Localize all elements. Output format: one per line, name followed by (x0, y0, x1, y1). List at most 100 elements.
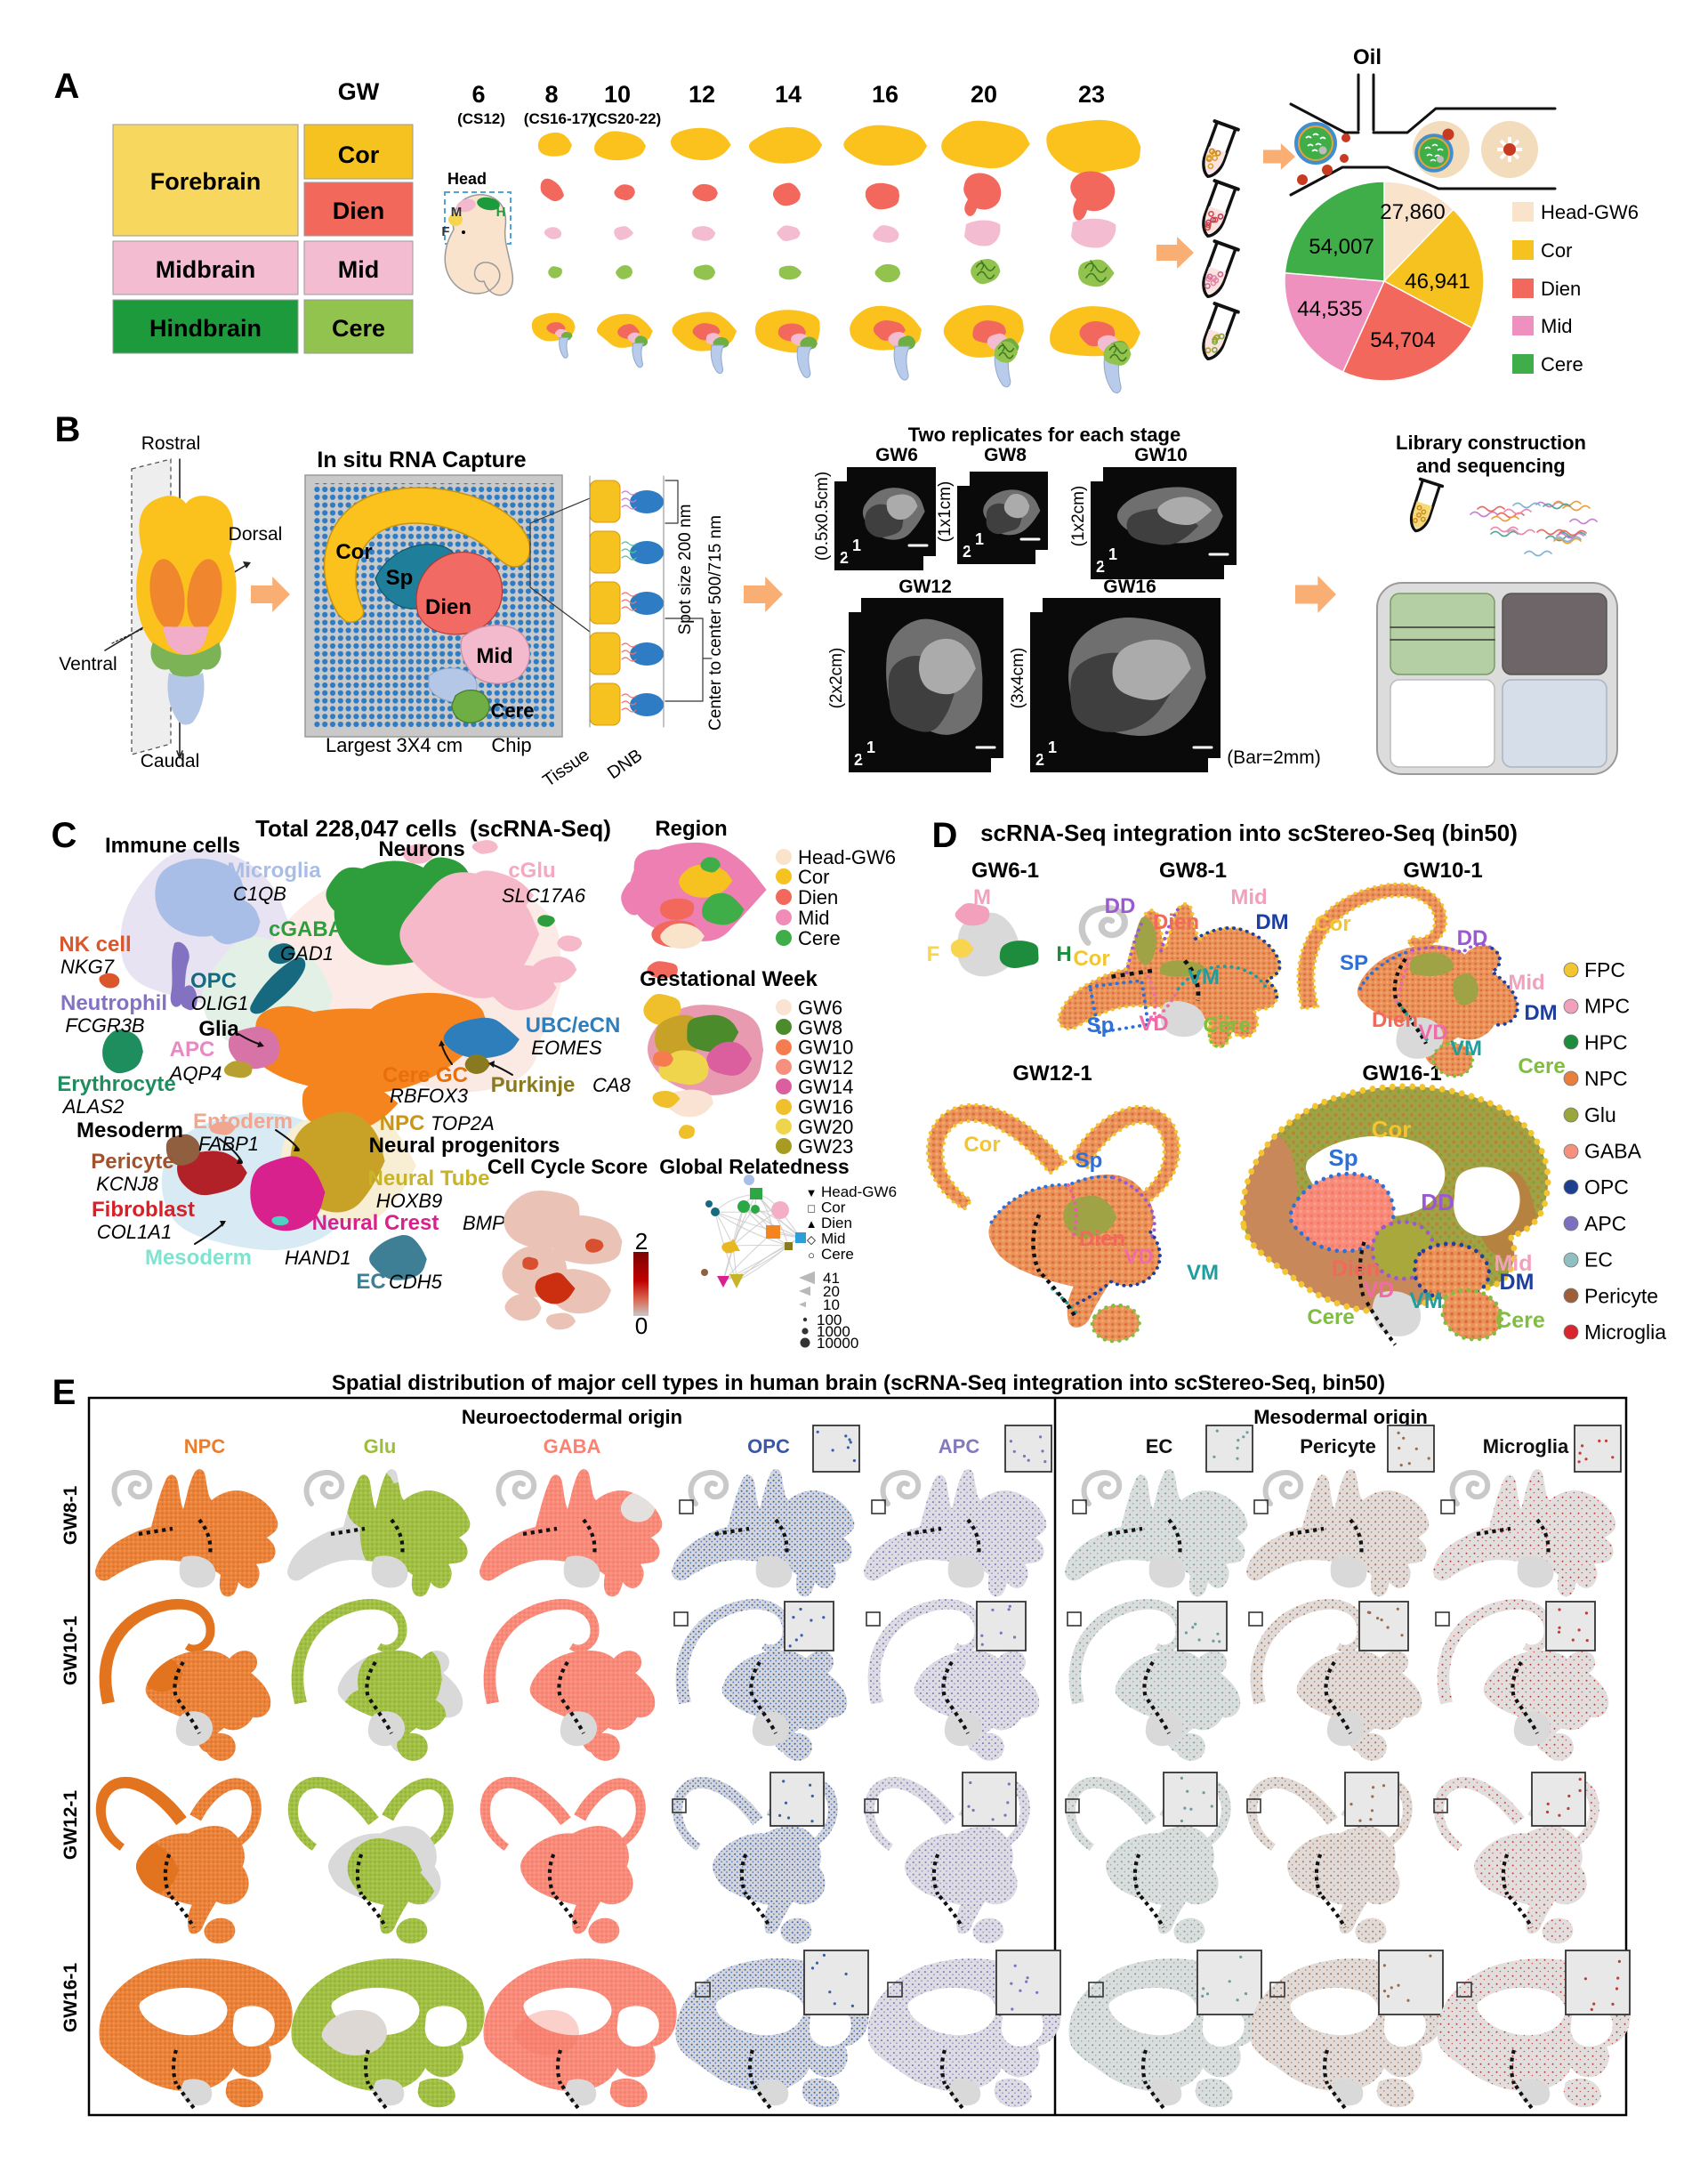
svg-text:NPC: NPC (184, 1435, 226, 1457)
svg-text:Chip: Chip (491, 734, 531, 756)
svg-text:NPC: NPC (1584, 1067, 1628, 1090)
svg-text:Mid: Mid (476, 644, 512, 668)
svg-text:GW16: GW16 (798, 1096, 853, 1118)
svg-text:APC: APC (170, 1038, 215, 1062)
svg-text:Mid: Mid (798, 907, 829, 929)
svg-text:Neurons: Neurons (378, 837, 464, 861)
svg-text:Caudal: Caudal (141, 751, 200, 771)
svg-text:Dien: Dien (1079, 1227, 1125, 1251)
svg-text:(1x2cm): (1x2cm) (1069, 486, 1088, 547)
svg-text:(1x1cm): (1x1cm) (936, 481, 955, 543)
svg-text:□: □ (808, 1202, 815, 1215)
svg-text:Neuroectodermal origin: Neuroectodermal origin (462, 1406, 682, 1428)
svg-text:cGlu: cGlu (508, 859, 555, 883)
svg-text:GW16: GW16 (1103, 577, 1156, 597)
svg-text:VM: VM (1188, 965, 1220, 989)
svg-text:GW12: GW12 (798, 1056, 853, 1078)
svg-text:1: 1 (975, 530, 984, 548)
svg-text:Center to center 500/715 nm: Center to center 500/715 nm (706, 515, 725, 731)
svg-text:2: 2 (1035, 751, 1044, 769)
svg-text:EC: EC (1584, 1248, 1613, 1272)
svg-text:Cor: Cor (335, 540, 372, 564)
svg-text:Gestational Week: Gestational Week (640, 967, 818, 991)
svg-text:Cor: Cor (798, 866, 829, 888)
svg-text:14: 14 (775, 81, 802, 108)
svg-text:H: H (1056, 942, 1071, 966)
svg-text:Neutrophil: Neutrophil (60, 991, 167, 1015)
svg-text:6: 6 (471, 81, 485, 108)
svg-text:Cor: Cor (1541, 239, 1572, 262)
svg-text:In situ RNA Capture: In situ RNA Capture (317, 448, 526, 472)
svg-text:FABP1: FABP1 (198, 1133, 259, 1155)
svg-text:Cere: Cere (821, 1246, 854, 1263)
svg-text:(CS12): (CS12) (457, 110, 505, 127)
svg-text:20: 20 (823, 1283, 840, 1300)
svg-text:(CS16-17): (CS16-17) (524, 110, 593, 127)
svg-text:Spatial distribution of major: Spatial distribution of major cell types… (332, 1371, 1385, 1395)
svg-text:VD: VD (1139, 1012, 1168, 1036)
svg-text:20: 20 (971, 81, 997, 108)
svg-text:GW10: GW10 (798, 1037, 853, 1059)
svg-text:CDH5: CDH5 (389, 1271, 443, 1293)
svg-text:Neural Tube: Neural Tube (368, 1167, 490, 1191)
svg-text:Mid: Mid (1541, 315, 1572, 337)
svg-text:Ventral: Ventral (59, 654, 117, 674)
svg-text:GW6: GW6 (798, 997, 842, 1019)
svg-text:VM: VM (1450, 1037, 1482, 1061)
svg-text:F: F (927, 942, 940, 966)
svg-text:Neural Crest: Neural Crest (312, 1211, 439, 1235)
svg-text:Dien: Dien (333, 198, 385, 224)
svg-text:GW6-1: GW6-1 (971, 859, 1039, 883)
svg-text:Microglia: Microglia (1483, 1435, 1569, 1457)
svg-text:(0.5x0.5cm): (0.5x0.5cm) (813, 472, 832, 561)
svg-text:EC: EC (1146, 1435, 1173, 1457)
svg-text:OPC: OPC (190, 969, 237, 993)
svg-text:Dien: Dien (821, 1215, 852, 1231)
svg-text:DD: DD (1105, 894, 1136, 918)
svg-text:GW12: GW12 (898, 577, 952, 597)
svg-text:Forebrain: Forebrain (150, 168, 262, 195)
svg-text:Mid: Mid (1494, 1251, 1532, 1276)
svg-text:APC: APC (939, 1435, 980, 1457)
svg-text:Head: Head (447, 170, 487, 188)
svg-text:GW8: GW8 (984, 445, 1027, 465)
svg-text:CA8: CA8 (592, 1074, 632, 1096)
svg-text:Two replicates for each stage: Two replicates for each stage (908, 424, 1180, 446)
svg-text:NPC: NPC (380, 1111, 425, 1135)
svg-text:Sp: Sp (1087, 1013, 1115, 1038)
svg-text:AQP4: AQP4 (168, 1062, 222, 1085)
svg-text:Pericyte: Pericyte (1300, 1435, 1376, 1457)
svg-text:Immune cells: Immune cells (105, 834, 240, 858)
svg-text:COL1A1: COL1A1 (97, 1221, 172, 1243)
svg-text:Mesoderm: Mesoderm (145, 1246, 252, 1270)
svg-text:Glia: Glia (198, 1017, 239, 1041)
svg-text:H: H (496, 205, 506, 220)
svg-text:SLC17A6: SLC17A6 (502, 884, 586, 907)
svg-text:GW16-1: GW16-1 (60, 1963, 81, 2033)
svg-text:23: 23 (1078, 81, 1105, 108)
svg-text:Cor: Cor (1372, 1116, 1412, 1143)
svg-text:10000: 10000 (817, 1335, 858, 1352)
svg-text:GAD1: GAD1 (280, 942, 334, 965)
svg-text:1: 1 (1108, 545, 1117, 563)
svg-text:Dien: Dien (1541, 278, 1581, 300)
svg-text:Microglia: Microglia (1584, 1320, 1666, 1344)
svg-text:Library construction: Library construction (1396, 432, 1586, 454)
svg-text:Dien: Dien (798, 886, 838, 908)
svg-text:Entoderm: Entoderm (193, 1110, 293, 1134)
svg-text:HAND1: HAND1 (285, 1247, 351, 1269)
svg-text:MPC: MPC (1584, 995, 1630, 1018)
svg-text:Purkinje: Purkinje (491, 1073, 576, 1097)
svg-text:B: B (55, 410, 81, 449)
svg-text:2: 2 (1096, 558, 1105, 576)
svg-text:DNB: DNB (604, 746, 646, 783)
svg-text:1000: 1000 (817, 1323, 850, 1340)
svg-text:GABA: GABA (1584, 1140, 1642, 1163)
svg-text:DM: DM (1524, 1001, 1557, 1025)
svg-text:2: 2 (635, 1228, 648, 1255)
svg-text:▼: ▼ (806, 1186, 818, 1199)
svg-text:Sp: Sp (1328, 1144, 1358, 1171)
svg-text:Global Relatedness: Global Relatedness (659, 1155, 849, 1178)
svg-text:Cell Cycle Score: Cell Cycle Score (487, 1155, 648, 1178)
svg-text:2: 2 (840, 549, 849, 567)
